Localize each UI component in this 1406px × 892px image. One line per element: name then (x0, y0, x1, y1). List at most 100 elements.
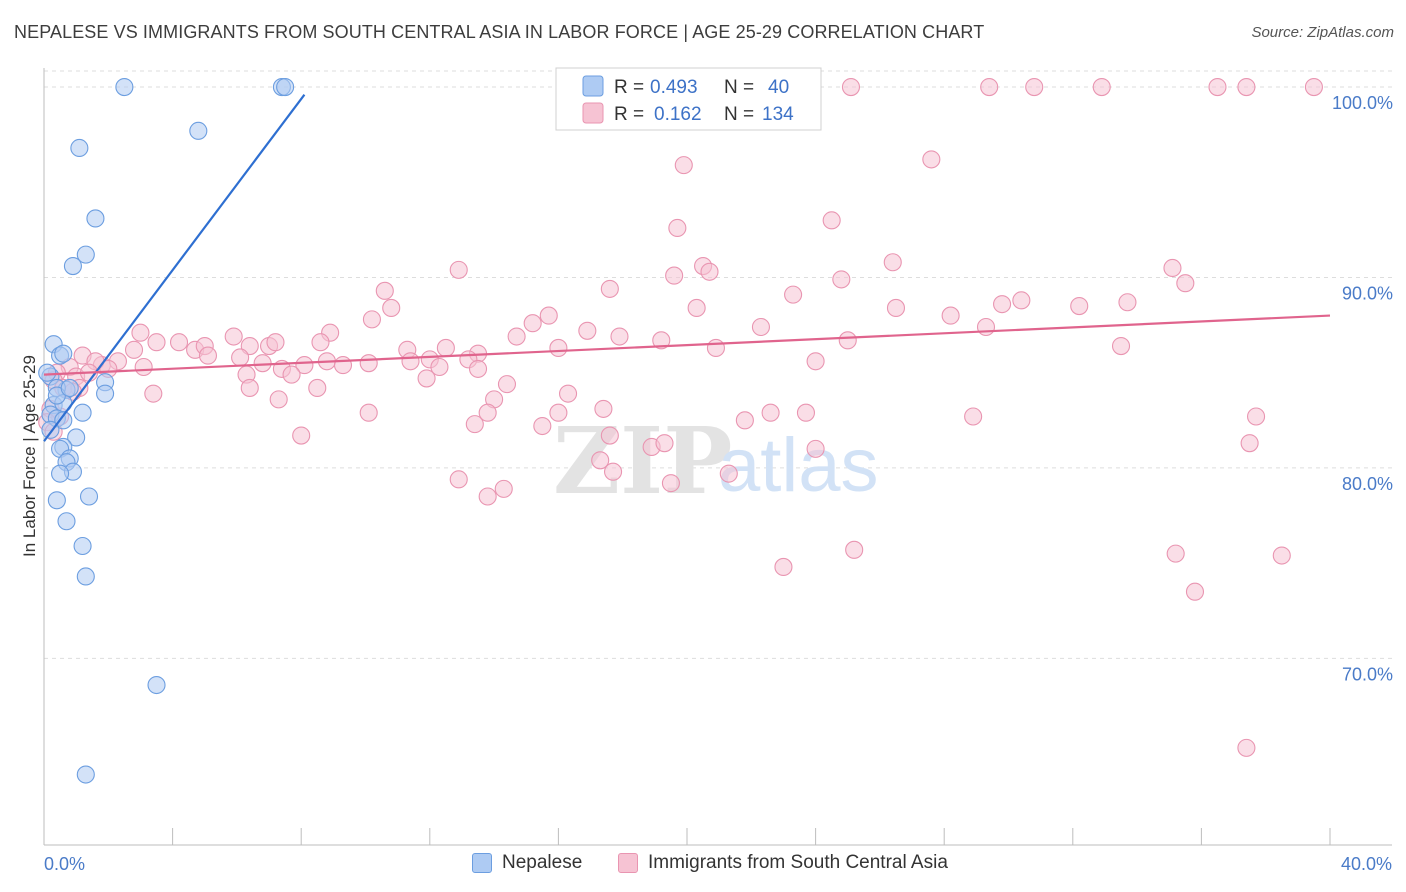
immigrants-point (774, 557, 793, 577)
trend-lines (43, 94, 1331, 442)
legend-label-nepalese: Nepalese (502, 852, 583, 873)
immigrants-point (594, 399, 613, 418)
immigrants-point (700, 262, 719, 281)
immigrants-point (134, 357, 153, 377)
immigrants-point (784, 285, 803, 304)
watermark-atlas: atlas (718, 423, 879, 508)
nepalese-point (76, 765, 95, 784)
legend-n-label-2: N = (724, 104, 759, 125)
legend-r-label-2: R = (614, 104, 649, 125)
legend-swatch-immigrants (582, 102, 604, 124)
immigrants-point (796, 403, 816, 422)
immigrants-point (333, 356, 353, 375)
legend-r-label-1: R = (614, 77, 649, 98)
immigrants-point (362, 310, 381, 329)
immigrants-point (1272, 546, 1291, 565)
immigrants-point (822, 211, 841, 230)
immigrants-point (674, 156, 693, 175)
legend-item-nepalese: Nepalese (472, 852, 582, 874)
immigrants-point (941, 306, 960, 325)
immigrants-point (1237, 77, 1256, 97)
immigrants-point (665, 266, 684, 285)
immigrants-point (549, 403, 568, 422)
immigrants-point (751, 317, 770, 337)
immigrants-point (523, 314, 542, 333)
chart-title: NEPALESE VS IMMIGRANTS FROM SOUTH CENTRA… (14, 22, 985, 42)
nepalese-trendline (43, 94, 306, 442)
legend-n-value-1: 40 (768, 77, 789, 98)
immigrants-point (719, 464, 738, 483)
immigrants-point (359, 354, 378, 373)
nepalese-point (76, 245, 95, 264)
immigrants-point (1240, 434, 1259, 453)
immigrants-point (240, 378, 259, 397)
immigrants-point (533, 416, 552, 436)
immigrants-point (465, 415, 484, 434)
nepalese-point (96, 384, 115, 403)
nepalese-point (38, 363, 57, 382)
immigrants-point (1176, 274, 1195, 293)
y-tick-label: 100.0% (1332, 93, 1393, 113)
x-tick-label-max: 40.0% (1341, 854, 1392, 874)
nepalese-point (51, 464, 70, 483)
immigrants-point (549, 338, 568, 357)
immigrants-point (845, 540, 864, 559)
immigrants-point (382, 298, 401, 318)
nepalese-point (47, 491, 66, 510)
immigrants-point (375, 281, 394, 300)
x-tick-label-min: 0.0% (44, 854, 85, 874)
immigrants-point (578, 321, 597, 340)
immigrants-point (507, 327, 526, 346)
immigrants-point (169, 333, 189, 352)
immigrants-point (269, 390, 288, 409)
nepalese-point (86, 209, 105, 228)
immigrants-point (706, 338, 725, 357)
immigrants-point (558, 384, 578, 403)
immigrants-point (1092, 77, 1111, 97)
immigrants-point (980, 77, 999, 97)
immigrants-point (604, 462, 623, 481)
immigrants-point (964, 407, 983, 426)
correlation-legend: R = 0.493 N = 40 R = 0.162 N = 134 (555, 67, 822, 131)
immigrants-point (478, 487, 497, 506)
immigrants-point (436, 338, 455, 357)
immigrants-point (591, 451, 610, 470)
immigrants-point (1118, 293, 1137, 312)
immigrants-point (497, 375, 517, 394)
immigrants-point (661, 474, 680, 493)
nepalese-point (276, 77, 295, 97)
nepalese-point (79, 487, 99, 506)
immigrants-point (539, 306, 558, 325)
series-legend: Nepalese Immigrants from South Central A… (0, 848, 1406, 882)
immigrants-point (655, 434, 674, 453)
nepalese-point (73, 403, 92, 422)
immigrants-point (253, 354, 272, 373)
watermark: ZIP atlas (553, 407, 879, 515)
immigrants-point (292, 426, 311, 445)
data-points (38, 77, 1323, 784)
immigrants-point (144, 384, 163, 403)
nepalese-point (57, 512, 76, 531)
immigrants-point (687, 298, 706, 318)
nepalese-point (189, 121, 208, 140)
immigrants-point (1304, 77, 1323, 97)
immigrants-point (600, 426, 619, 445)
nepalese-point (73, 536, 92, 556)
y-tick-label: 70.0% (1342, 664, 1393, 684)
nepalese-point (54, 411, 73, 430)
watermark-zip: ZIP (553, 407, 732, 515)
immigrants-point (231, 348, 250, 367)
immigrants-point (1237, 738, 1256, 757)
y-tick-label: 90.0% (1342, 283, 1393, 303)
y-tick-label: 80.0% (1342, 474, 1393, 494)
immigrants-point (1163, 258, 1182, 278)
legend-item-immigrants: Immigrants from South Central Asia (618, 852, 948, 874)
immigrants-point (922, 150, 941, 169)
immigrants-point (224, 327, 243, 346)
immigrants-point (600, 279, 619, 298)
nepalese-point (60, 378, 79, 397)
immigrants-point (841, 77, 861, 97)
immigrants-point (295, 356, 314, 375)
immigrants-point (1070, 297, 1089, 316)
